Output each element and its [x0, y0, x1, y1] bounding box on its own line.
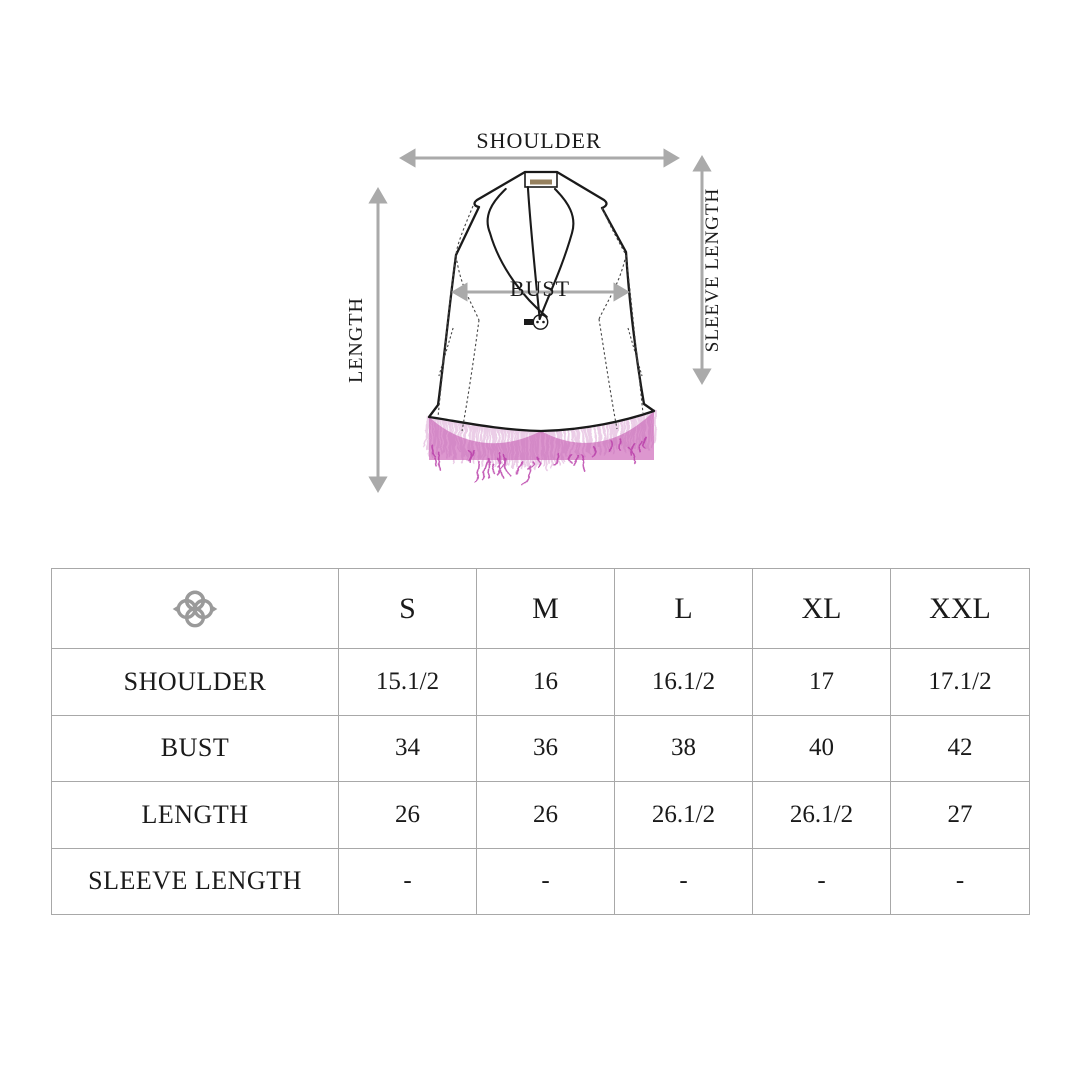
svg-text:SLEEVE LENGTH: SLEEVE LENGTH [702, 188, 723, 352]
svg-text:SHOULDER: SHOULDER [476, 128, 601, 153]
svg-text:BUST: BUST [510, 276, 570, 301]
svg-text:LENGTH: LENGTH [345, 297, 367, 383]
